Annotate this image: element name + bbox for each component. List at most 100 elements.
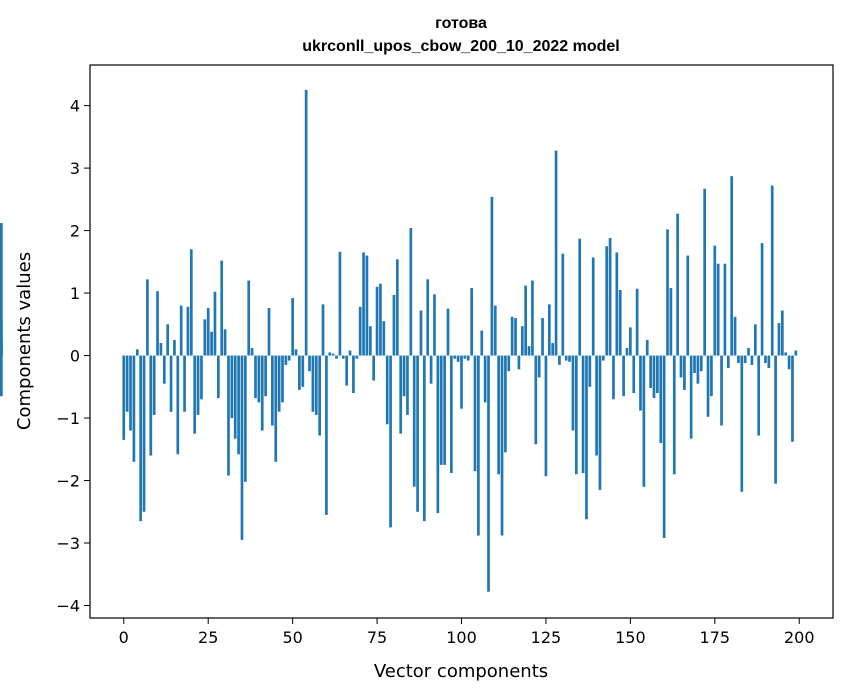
bar-67 [348, 350, 352, 356]
bar-85 [409, 228, 413, 356]
bar-42 [264, 355, 267, 397]
x-tick-label: 175 [700, 628, 731, 647]
bar-55 [308, 355, 311, 372]
bar-0 [122, 355, 126, 440]
y-axis-ticks: −4 −3 −2 −1 0 1 2 3 4 [56, 97, 90, 616]
x-tick-label: 0 [119, 628, 129, 647]
bar-197 [787, 355, 791, 370]
bar-141 [598, 355, 602, 490]
bar-103 [470, 288, 473, 356]
bar-69 [355, 355, 359, 359]
bar-34 [237, 355, 240, 455]
bar-75 [375, 286, 379, 356]
bar-29 [220, 260, 224, 356]
bar-30 [223, 329, 227, 356]
bar-89 [423, 355, 426, 522]
bar-20 [189, 249, 193, 356]
bar-123 [537, 355, 541, 378]
bar-63 [335, 355, 338, 359]
bar-54 [304, 89, 308, 356]
bar-127 [551, 343, 555, 356]
bar-97 [450, 355, 453, 474]
bar-148 [622, 355, 625, 397]
bar-57 [314, 355, 318, 415]
bar-18 [183, 355, 186, 412]
plot-area-frame [89, 64, 834, 619]
bar-74 [372, 355, 376, 381]
y-tick-label: 2 [70, 222, 80, 241]
bar-35 [240, 355, 244, 540]
bar-196 [784, 352, 788, 356]
bar-93 [436, 355, 440, 514]
bar-9 [152, 355, 156, 415]
bar-3 [132, 355, 136, 462]
bar-70 [358, 306, 362, 356]
bar-166 [683, 355, 686, 390]
chart-title: готова [435, 15, 487, 32]
bar-37 [247, 280, 251, 356]
bar-172 [703, 188, 707, 356]
bar-173 [706, 355, 710, 417]
bar-176 [716, 263, 720, 356]
bar-129 [558, 355, 561, 365]
bar-92 [433, 294, 436, 356]
bar-112 [500, 355, 504, 536]
bar-1 [125, 355, 129, 412]
bar-95 [443, 355, 446, 465]
bar-115 [510, 316, 514, 356]
bar-131 [564, 355, 568, 361]
bar-86 [412, 355, 416, 487]
bar-43 [267, 308, 271, 356]
bar-100 [460, 355, 463, 409]
bar-41 [260, 355, 264, 431]
bar-60 [325, 355, 328, 515]
bar-153 [639, 355, 642, 411]
bar-149 [625, 348, 629, 356]
bar-71 [362, 252, 365, 356]
bar-14 [169, 355, 173, 412]
bar-38 [250, 348, 254, 356]
bar-183 [740, 355, 744, 492]
bar-102 [466, 355, 470, 361]
bar-45 [274, 355, 278, 462]
bar-165 [679, 355, 683, 378]
bar-198 [791, 355, 794, 442]
bar-182 [737, 355, 740, 364]
bar-117 [517, 355, 521, 370]
bar-190 [764, 355, 767, 364]
bar-10 [156, 291, 159, 356]
bar-17 [179, 305, 183, 356]
bar-91 [429, 355, 433, 384]
bars-group [0, 89, 798, 592]
bar-184 [743, 355, 747, 364]
bar-101 [463, 355, 467, 359]
bar-199 [794, 350, 798, 356]
bar-68 [352, 355, 355, 394]
bar-126 [547, 304, 551, 356]
bar-66 [345, 355, 349, 386]
bar-98 [453, 355, 457, 359]
bar-114 [507, 355, 511, 372]
bar-135 [578, 238, 582, 356]
bar-133 [571, 355, 575, 431]
bar-59 [321, 304, 325, 356]
bar-6 [142, 355, 146, 512]
bar-143 [605, 246, 609, 356]
bar-152 [635, 288, 639, 356]
bar-82 [399, 355, 403, 434]
bar-64 [338, 251, 342, 356]
bar-188 [757, 355, 761, 436]
bar-110 [493, 305, 497, 356]
bar-109 [490, 196, 494, 356]
bar-116 [514, 318, 517, 356]
y-tick-label: −2 [56, 472, 80, 491]
bar-22 [196, 355, 200, 415]
bar-128 [554, 150, 558, 356]
bar-90 [426, 279, 430, 356]
bar-80 [392, 294, 396, 356]
bar-61 [328, 352, 332, 356]
bar-99 [456, 355, 460, 362]
bar-124 [541, 318, 544, 356]
x-axis-ticks: 0 25 50 75 100 125 150 175 200 [119, 618, 815, 647]
bar-125 [544, 355, 548, 477]
